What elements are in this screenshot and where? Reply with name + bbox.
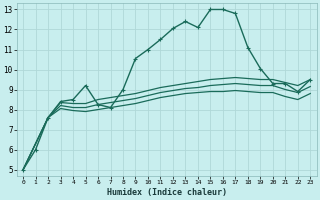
X-axis label: Humidex (Indice chaleur): Humidex (Indice chaleur) xyxy=(107,188,227,197)
